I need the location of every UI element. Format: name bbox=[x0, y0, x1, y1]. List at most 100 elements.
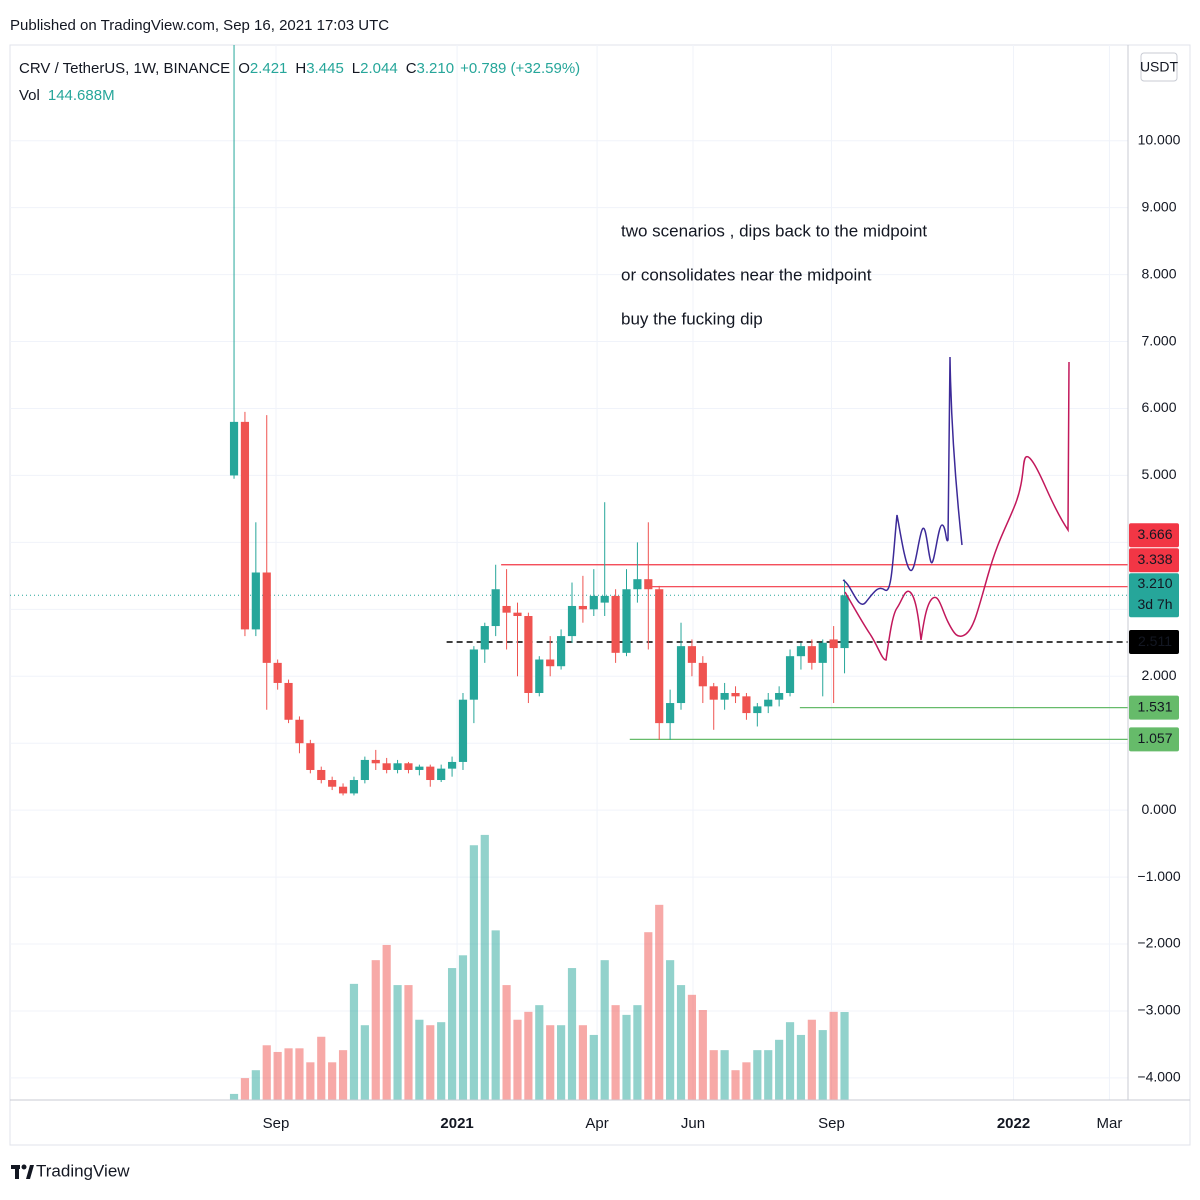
candle-body bbox=[611, 595, 620, 653]
scenario-drawing bbox=[842, 356, 963, 605]
annotations: two scenarios , dips back to the midpoin… bbox=[621, 221, 927, 328]
volume-bar bbox=[273, 1051, 282, 1100]
volume-bar bbox=[731, 1070, 740, 1100]
candle-body bbox=[785, 656, 795, 693]
candle-body bbox=[437, 768, 446, 781]
currency-box[interactable] bbox=[1140, 52, 1178, 82]
ohlc-key: H bbox=[295, 60, 306, 77]
price-box-label: 3.666 bbox=[1137, 526, 1172, 542]
candle-body bbox=[644, 579, 653, 590]
symbol-legend: CRV / TetherUS, 1W, BINANCE O2.421 H3.445 L… bbox=[19, 60, 580, 77]
y-tick-label: 7.000 bbox=[1141, 332, 1176, 348]
candle-body bbox=[840, 595, 849, 649]
plot-area bbox=[10, 45, 1128, 1100]
volume-bar bbox=[229, 1093, 239, 1100]
candle-body bbox=[240, 421, 250, 630]
candle-body bbox=[720, 692, 729, 700]
y-tick-label: 8.000 bbox=[1141, 265, 1176, 281]
price-box bbox=[1129, 548, 1179, 573]
price-box-label: 2.511 bbox=[1138, 633, 1172, 649]
volume-bar bbox=[557, 1025, 566, 1100]
y-tick-label: −3.000 bbox=[1137, 1002, 1180, 1018]
volume-bar bbox=[611, 1005, 620, 1100]
candle-body bbox=[633, 579, 642, 590]
volume-bar bbox=[698, 1010, 707, 1100]
volume-bar bbox=[764, 1050, 773, 1100]
volume-bar bbox=[437, 1022, 446, 1100]
candle-body bbox=[328, 780, 337, 787]
volume-bar bbox=[666, 960, 675, 1100]
candle-body bbox=[251, 572, 260, 630]
x-tick-label: Sep bbox=[263, 1115, 290, 1132]
price-box bbox=[1129, 573, 1179, 618]
ohlc-value: 2.421 bbox=[250, 60, 288, 77]
annotation-text: buy the fucking dip bbox=[621, 309, 763, 328]
candle-body bbox=[567, 605, 577, 637]
volume-bar bbox=[469, 845, 478, 1100]
volume-bar bbox=[262, 1045, 271, 1100]
candle-body bbox=[426, 766, 435, 781]
candle-body bbox=[829, 639, 838, 649]
price-box bbox=[1129, 727, 1179, 752]
y-tick-label: −2.000 bbox=[1137, 935, 1180, 951]
volume-bar bbox=[524, 1011, 533, 1100]
candle-body bbox=[676, 646, 686, 704]
candle-body bbox=[807, 646, 816, 663]
candle-body bbox=[469, 649, 478, 700]
candle-body bbox=[262, 572, 271, 663]
candle-body bbox=[622, 589, 631, 653]
volume-bar bbox=[480, 834, 489, 1100]
candle-body bbox=[502, 605, 511, 613]
candle-body bbox=[709, 686, 718, 700]
volume-bar bbox=[633, 1005, 642, 1100]
volume-bar bbox=[513, 1019, 522, 1100]
candle-body bbox=[371, 759, 380, 764]
ohlc-key: O bbox=[238, 60, 250, 77]
ohlc-key: C bbox=[406, 60, 417, 77]
volume-bar bbox=[317, 1036, 326, 1100]
candle-body bbox=[415, 766, 424, 770]
volume-bar bbox=[687, 994, 697, 1100]
x-tick-label: Jun bbox=[681, 1115, 705, 1132]
candle-body bbox=[338, 786, 348, 794]
candle-body bbox=[796, 646, 806, 657]
volume-bar bbox=[338, 1050, 348, 1100]
price-box bbox=[1129, 523, 1179, 548]
price-box-label: 1.057 bbox=[1137, 730, 1172, 746]
candle-body bbox=[578, 605, 587, 610]
candle-body bbox=[775, 692, 784, 700]
volume-bar bbox=[753, 1050, 762, 1100]
price-axis: 10.0009.0008.0007.0006.0005.0004.0003.00… bbox=[263, 131, 1181, 1132]
candle-body bbox=[513, 612, 522, 617]
grid bbox=[10, 45, 1128, 1100]
candle-body bbox=[666, 703, 675, 724]
candle-body bbox=[382, 763, 391, 770]
volume-bar bbox=[785, 1022, 795, 1100]
candle-body bbox=[360, 759, 369, 781]
x-tick-label: Apr bbox=[585, 1115, 608, 1132]
x-tick-label: Sep bbox=[818, 1115, 845, 1132]
volume-bar bbox=[415, 1019, 424, 1100]
x-tick-label: Mar bbox=[1097, 1115, 1123, 1132]
volume-bar bbox=[349, 983, 359, 1100]
currency-label[interactable]: USDT bbox=[1140, 59, 1179, 75]
volume-bar bbox=[644, 932, 653, 1100]
volume-bar bbox=[491, 930, 500, 1100]
volume-bar bbox=[382, 944, 391, 1100]
price-box-label: 1.531 bbox=[1137, 698, 1172, 714]
volume-bar bbox=[404, 985, 413, 1100]
ohlc-value: 2.044 bbox=[360, 60, 398, 77]
brand-name: TradingView bbox=[36, 1161, 130, 1180]
countdown-label: 3d 7h bbox=[1137, 596, 1172, 612]
candle-body bbox=[458, 699, 468, 762]
volume-bar bbox=[589, 1034, 598, 1100]
change-value: +0.789 (+32.59%) bbox=[460, 60, 580, 77]
volume-bar bbox=[393, 985, 402, 1100]
volume-bar bbox=[742, 1062, 751, 1100]
volume-bar bbox=[807, 1019, 816, 1100]
y-tick-label: 5.000 bbox=[1141, 466, 1176, 482]
volume-bar bbox=[622, 1014, 631, 1100]
